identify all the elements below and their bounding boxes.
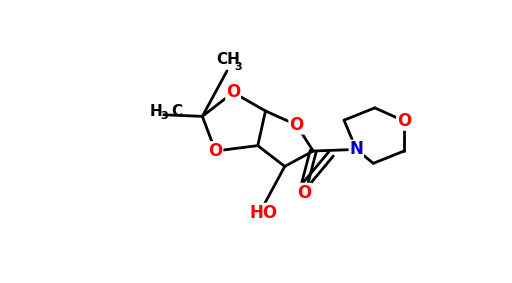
Text: O: O bbox=[289, 116, 304, 134]
Text: H: H bbox=[150, 104, 162, 119]
Text: HO: HO bbox=[250, 203, 278, 222]
Text: O: O bbox=[297, 184, 311, 201]
Text: O: O bbox=[397, 112, 411, 130]
Text: 3: 3 bbox=[160, 111, 168, 121]
Text: CH: CH bbox=[217, 52, 241, 67]
Text: O: O bbox=[226, 83, 240, 102]
Text: O: O bbox=[208, 142, 223, 160]
Text: N: N bbox=[349, 140, 364, 158]
Text: 3: 3 bbox=[234, 63, 242, 72]
Text: C: C bbox=[171, 104, 182, 119]
